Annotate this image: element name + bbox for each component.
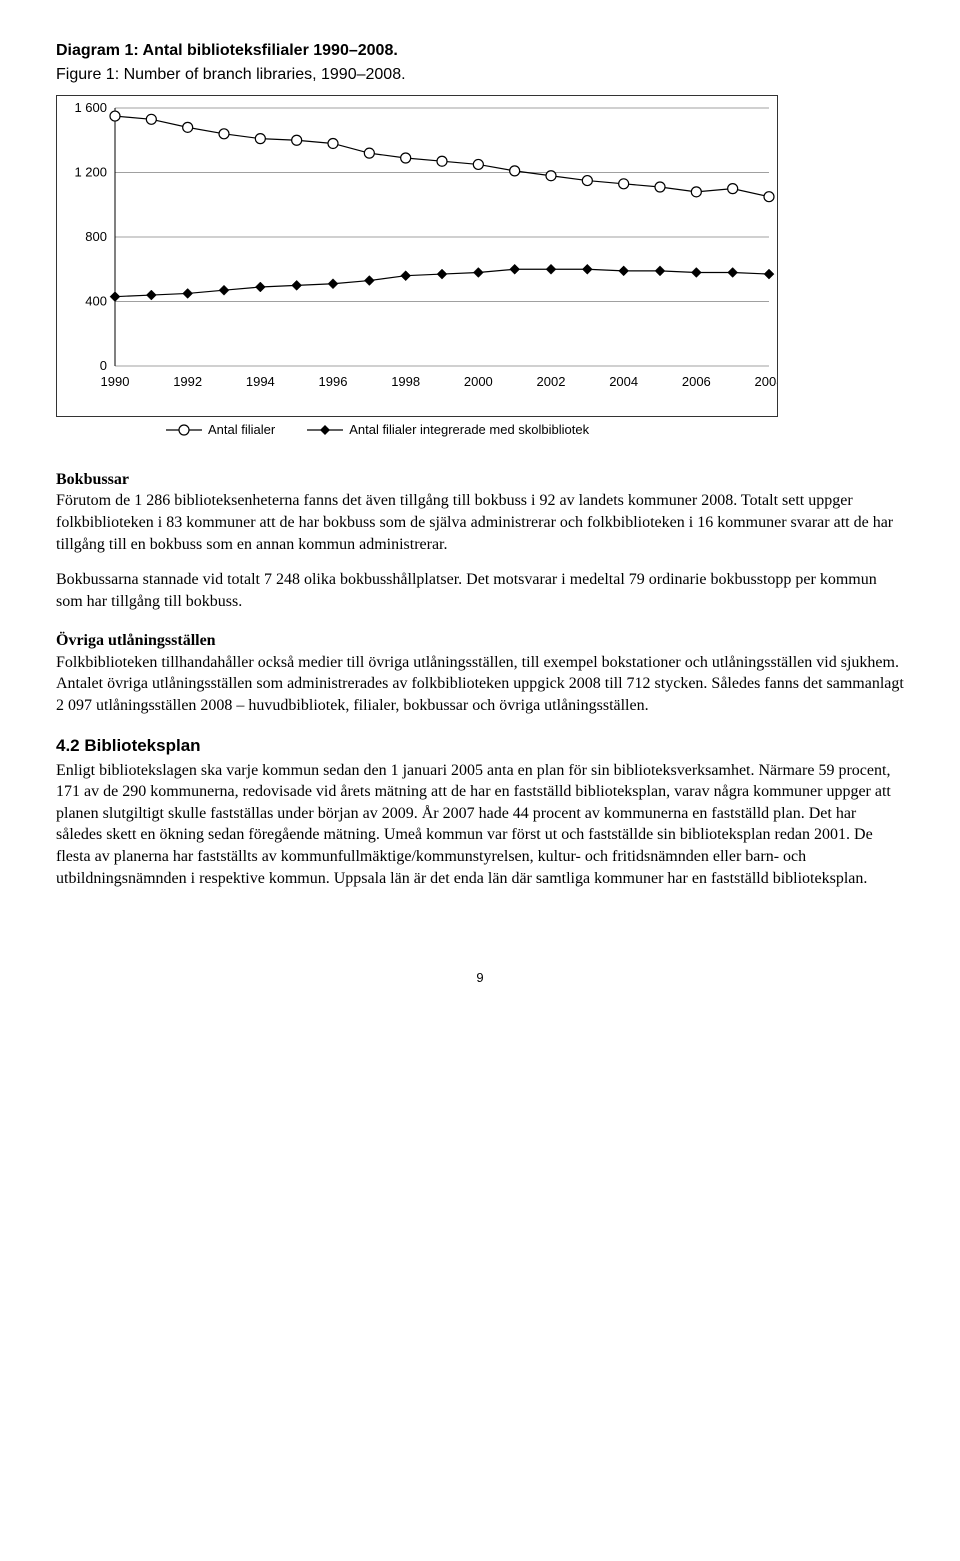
- svg-text:1998: 1998: [391, 374, 420, 389]
- svg-text:1990: 1990: [101, 374, 130, 389]
- svg-text:2006: 2006: [682, 374, 711, 389]
- chart-svg: 0 400 800 1 200 1 600 1990 1992 1994 1996 1998 200…: [57, 96, 777, 416]
- svg-text:1994: 1994: [246, 374, 275, 389]
- bokbussar-para-1: Förutom de 1 286 biblioteksenheterna fan…: [56, 490, 904, 555]
- svg-text:1992: 1992: [173, 374, 202, 389]
- open-circle-icon: [166, 423, 202, 437]
- svg-text:1 600: 1 600: [74, 100, 107, 115]
- bokbussar-heading: Bokbussar: [56, 469, 904, 491]
- diagram-title-en: Figure 1: Number of branch libraries, 19…: [56, 64, 904, 86]
- legend-label-2: Antal filialer integrerade med skolbibli…: [349, 421, 589, 439]
- svg-text:1 200: 1 200: [74, 165, 107, 180]
- svg-text:400: 400: [85, 294, 107, 309]
- plan-heading: 4.2 Biblioteksplan: [56, 735, 904, 758]
- svg-text:1996: 1996: [319, 374, 348, 389]
- svg-text:800: 800: [85, 229, 107, 244]
- legend-item-1: Antal filialer: [166, 421, 275, 439]
- legend-label-1: Antal filialer: [208, 421, 275, 439]
- diagram-title-sv: Diagram 1: Antal biblioteksfilialer 1990…: [56, 40, 904, 62]
- ovriga-para: Folkbiblioteken tillhandahåller också me…: [56, 652, 904, 717]
- svg-text:2004: 2004: [609, 374, 638, 389]
- svg-text:2008: 2008: [755, 374, 777, 389]
- bokbussar-para-2: Bokbussarna stannade vid totalt 7 248 ol…: [56, 569, 904, 612]
- page-number: 9: [56, 969, 904, 987]
- ovriga-heading: Övriga utlåningsställen: [56, 630, 904, 652]
- svg-text:2002: 2002: [537, 374, 566, 389]
- svg-text:0: 0: [100, 358, 107, 373]
- svg-text:2000: 2000: [464, 374, 493, 389]
- legend-item-2: Antal filialer integrerade med skolbibli…: [307, 421, 589, 439]
- plan-para: Enligt bibliotekslagen ska varje kommun …: [56, 760, 904, 890]
- filled-diamond-icon: [307, 423, 343, 437]
- chart-legend: Antal filialer Antal filialer integrerad…: [56, 421, 904, 439]
- chart-container: 0 400 800 1 200 1 600 1990 1992 1994 1996 1998 200…: [56, 95, 778, 417]
